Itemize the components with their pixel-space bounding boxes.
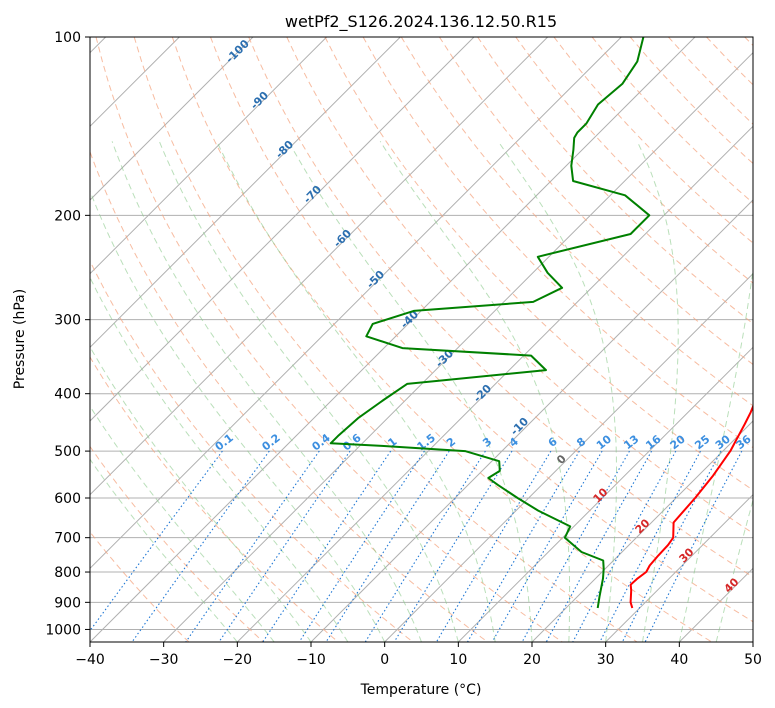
plot-frame (89, 36, 754, 643)
mixing-ratio-line (298, 450, 425, 642)
y-tick-label: 200 (54, 208, 81, 224)
moist-adiabat (90, 458, 238, 642)
x-axis-title: Temperature (°C) (360, 682, 482, 698)
isotherm (90, 37, 401, 349)
dry-adiabat (90, 445, 264, 642)
dry-adiabat (90, 356, 339, 642)
mixing-ratio-line (185, 450, 320, 642)
y-tick-label: 100 (54, 30, 81, 46)
y-axis-title: Pressure (hPa) (12, 289, 28, 389)
x-tick-label: 40 (670, 652, 688, 668)
isotherm (163, 51, 753, 642)
isotherm (236, 125, 753, 642)
y-tick-label: 700 (54, 531, 81, 547)
plot-area (90, 37, 753, 642)
moist-adiabat (497, 141, 617, 642)
x-tick-label: −10 (296, 652, 326, 668)
axes: −40 −30 −20 −10 0 10 20 30 40 50 100 200 300 400 500 60… (45, 30, 762, 668)
mixing-ratio-line (521, 450, 630, 642)
isotherm (90, 37, 549, 496)
dry-adiabat (286, 37, 753, 534)
moist-adiabat (715, 498, 753, 642)
isotherm (752, 641, 753, 642)
mixing-ratio-line (90, 450, 223, 632)
mixing-ratio-line (599, 450, 701, 642)
y-tick-label: 900 (54, 595, 81, 611)
x-tick-label: −20 (223, 652, 253, 668)
dry-adiabat (171, 37, 712, 642)
dry-adiabat (133, 37, 638, 642)
isotherm (605, 493, 753, 642)
x-tick-label: −30 (149, 652, 179, 668)
y-tick-label: 300 (54, 313, 81, 329)
chart-title: wetPf2_S126.2024.136.12.50.R15 (285, 12, 557, 32)
moist-adiabat (111, 141, 422, 642)
x-tick-label: 0 (380, 652, 389, 668)
isotherm (90, 37, 622, 570)
mixing-ratio-line (545, 450, 653, 642)
isotherm (90, 37, 475, 422)
moist-adiabat (90, 345, 312, 642)
moist-adiabat (90, 189, 386, 642)
moist-adiabat (158, 141, 459, 642)
x-tick-label: 10 (449, 652, 467, 668)
y-tick-label: 500 (54, 444, 81, 460)
moist-adiabat (216, 141, 496, 642)
isotherm (531, 420, 753, 642)
dewpoint-line (329, 37, 651, 609)
mixing-ratio-line (644, 450, 743, 642)
isotherm (90, 37, 328, 275)
y-tick-label: 600 (54, 491, 81, 507)
temperature-line (629, 403, 753, 609)
moist-adiabat (636, 141, 679, 642)
moist-adiabat (678, 265, 753, 642)
y-tick-label: 800 (54, 565, 81, 581)
dry-adiabat (90, 259, 414, 642)
moist-adiabat (90, 276, 349, 642)
moist-adiabat (288, 141, 533, 642)
x-tick-label: 50 (744, 652, 762, 668)
dry-adiabat (95, 37, 563, 642)
mixing-ratio-line (218, 450, 351, 642)
y-tick-label: 400 (54, 387, 81, 403)
isotherm (90, 37, 254, 201)
x-tick-label: 30 (597, 652, 615, 668)
profile-series (329, 37, 753, 609)
moist-adiabat (90, 405, 275, 642)
x-tick-label: −40 (75, 652, 105, 668)
dry-adiabat (324, 37, 753, 491)
mixing-ratio-line (262, 450, 392, 642)
x-tick-label: 20 (523, 652, 541, 668)
mixing-ratio-line (572, 450, 677, 642)
mixing-ratio-line (491, 450, 603, 642)
mixing-ratio-line (393, 450, 513, 642)
dry-adiabat (90, 150, 488, 642)
moist-adiabat (379, 141, 571, 642)
isotherm (457, 346, 753, 642)
isotherm (384, 272, 753, 642)
dry-adiabat (477, 37, 753, 325)
dry-adiabat (248, 37, 753, 578)
dry-adiabat (210, 37, 753, 623)
dry-adiabat (438, 37, 753, 366)
y-tick-label: 1000 (45, 622, 81, 638)
